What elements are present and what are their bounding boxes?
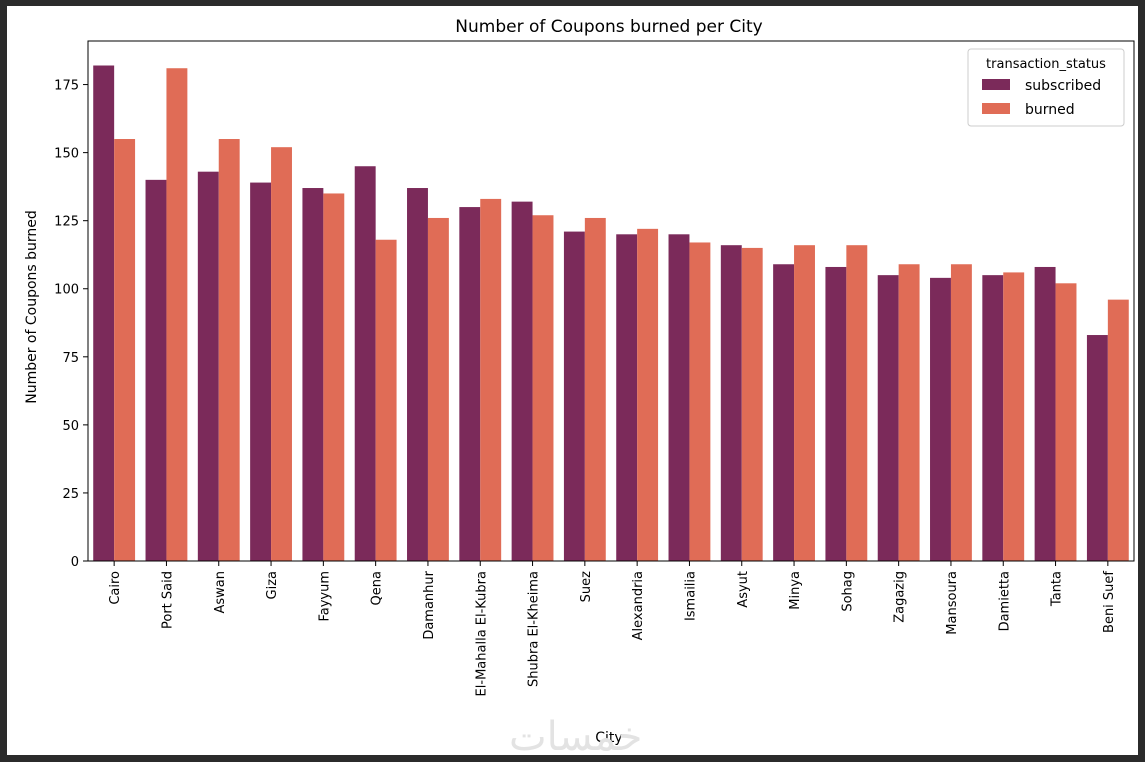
y-tick-label: 150 xyxy=(54,147,79,162)
x-tick-label: Minya xyxy=(788,571,803,610)
x-tick-label: Port Said xyxy=(160,571,175,629)
bar-burned-qena xyxy=(375,239,397,562)
bar-subscribed-cairo xyxy=(93,65,115,561)
y-axis-label: Number of Coupons burned xyxy=(24,210,40,404)
bar-subscribed-fayyum xyxy=(302,188,324,561)
bar-burned-tanta xyxy=(1055,283,1077,561)
grouped-bar-chart: Number of Coupons burned per City 0 25 50 7… xyxy=(24,17,1135,746)
x-tick-label: El-Mahalla El-Kubra xyxy=(474,571,489,696)
x-tick-label: Mansoura xyxy=(945,571,960,635)
bar-burned-mansoura xyxy=(950,264,972,561)
bar-subscribed-minya xyxy=(773,264,795,561)
bar-burned-beni-suef xyxy=(1107,299,1129,561)
x-tick-label: Ismailia xyxy=(683,571,698,621)
bar-subscribed-port-said xyxy=(145,179,167,561)
x-tick-label: Aswan xyxy=(213,571,228,614)
bar-subscribed-tanta xyxy=(1034,266,1056,561)
x-tick-label: Tanta xyxy=(1050,571,1065,607)
bar-subscribed-beni-suef xyxy=(1086,335,1108,561)
bar-subscribed-damietta xyxy=(982,275,1004,561)
bar-burned-cairo xyxy=(114,139,136,561)
x-tick-label: Damietta xyxy=(997,571,1012,631)
x-tick-label: Damanhur xyxy=(422,570,437,639)
bar-burned-shubra-el-kheima xyxy=(532,215,554,562)
bar-burned-aswan xyxy=(218,139,240,561)
x-tick-label: Cairo xyxy=(108,571,123,605)
legend-swatch-subscribed xyxy=(982,79,1010,90)
bar-burned-sohag xyxy=(846,245,868,561)
legend-label-subscribed: subscribed xyxy=(1025,78,1101,94)
bar-subscribed-el-mahalla-el-kubra xyxy=(459,207,481,561)
bar-burned-fayyum xyxy=(323,193,345,561)
y-tick-label: 75 xyxy=(62,351,79,366)
x-tick-label: Qena xyxy=(370,571,385,605)
y-tick-label: 175 xyxy=(54,79,79,94)
bar-burned-damietta xyxy=(1003,272,1025,561)
x-tick-label: Sohag xyxy=(840,571,855,612)
legend-swatch-burned xyxy=(982,103,1010,114)
bar-subscribed-sohag xyxy=(825,266,847,561)
bar-burned-minya xyxy=(794,245,815,561)
x-tick-label: Alexandria xyxy=(631,571,646,640)
chart-frame: Number of Coupons burned per City 0 25 50 7… xyxy=(7,6,1138,760)
x-tick-label: Zagazig xyxy=(893,571,908,623)
bar-subscribed-zagazig xyxy=(877,275,899,561)
x-axis-label: City xyxy=(595,730,622,746)
bar-burned-zagazig xyxy=(898,264,920,561)
x-tick-label: Giza xyxy=(265,571,280,599)
x-tick-label: Asyut xyxy=(736,571,751,608)
x-tick-label: Beni Suef xyxy=(1102,571,1117,633)
bar-subscribed-damanhur xyxy=(407,188,428,561)
chart-title: Number of Coupons burned per City xyxy=(455,17,762,37)
bar-subscribed-ismailia xyxy=(668,234,690,562)
bar-subscribed-qena xyxy=(354,166,376,562)
bar-burned-el-mahalla-el-kubra xyxy=(480,198,502,561)
legend-label-burned: burned xyxy=(1025,102,1075,118)
bar-burned-asyut xyxy=(741,247,763,561)
legend: transaction_status subscribed burned xyxy=(967,48,1125,127)
bar-subscribed-alexandria xyxy=(616,234,638,562)
bar-burned-damanhur xyxy=(427,217,449,561)
bar-subscribed-mansoura xyxy=(930,277,951,561)
legend-title: transaction_status xyxy=(986,57,1106,72)
y-tick-label: 0 xyxy=(71,555,79,570)
y-tick-label: 100 xyxy=(54,283,79,298)
bar-burned-alexandria xyxy=(637,228,659,561)
bar-burned-ismailia xyxy=(689,242,711,561)
bar-subscribed-suez xyxy=(563,231,585,561)
bar-subscribed-aswan xyxy=(197,171,219,561)
y-tick-label: 50 xyxy=(62,419,79,434)
bar-burned-giza xyxy=(271,147,292,561)
bar-burned-suez xyxy=(584,217,606,561)
plot-border xyxy=(87,40,1135,562)
bar-burned-port-said xyxy=(166,68,188,562)
bar-subscribed-giza xyxy=(250,182,272,561)
bar-subscribed-shubra-el-kheima xyxy=(511,201,533,561)
x-tick-label: Fayyum xyxy=(317,571,332,622)
x-tick-label: Suez xyxy=(579,571,594,602)
y-tick-label: 25 xyxy=(62,487,79,502)
y-tick-label: 125 xyxy=(54,215,79,230)
x-tick-label: Shubra El-Kheima xyxy=(527,571,542,687)
bar-subscribed-asyut xyxy=(720,245,742,561)
